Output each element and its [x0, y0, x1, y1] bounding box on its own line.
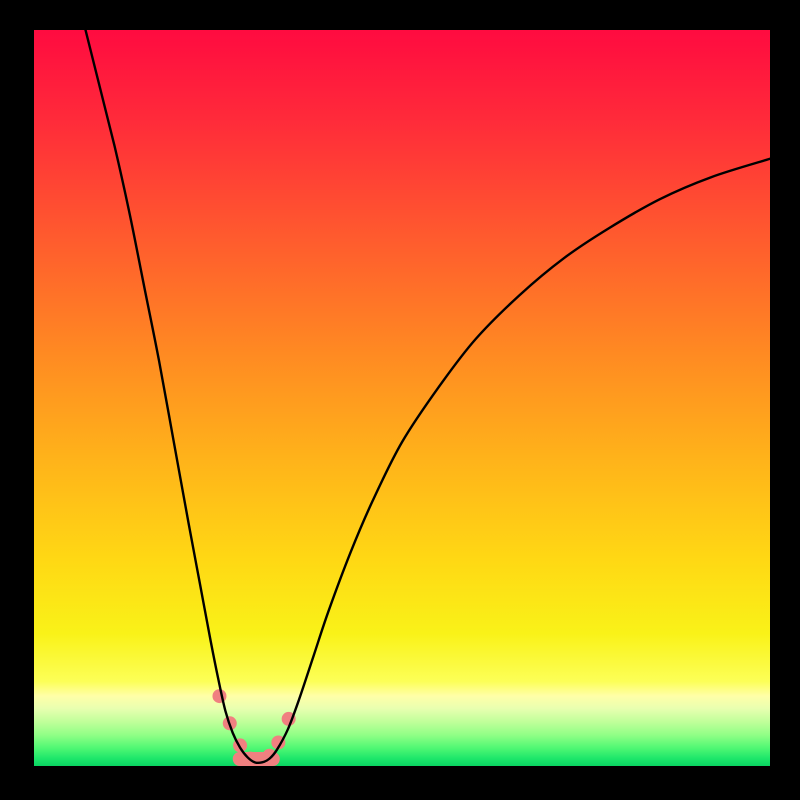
- chart-stage: TheBottleneck.com: [0, 0, 800, 800]
- plot-gradient: [34, 30, 770, 766]
